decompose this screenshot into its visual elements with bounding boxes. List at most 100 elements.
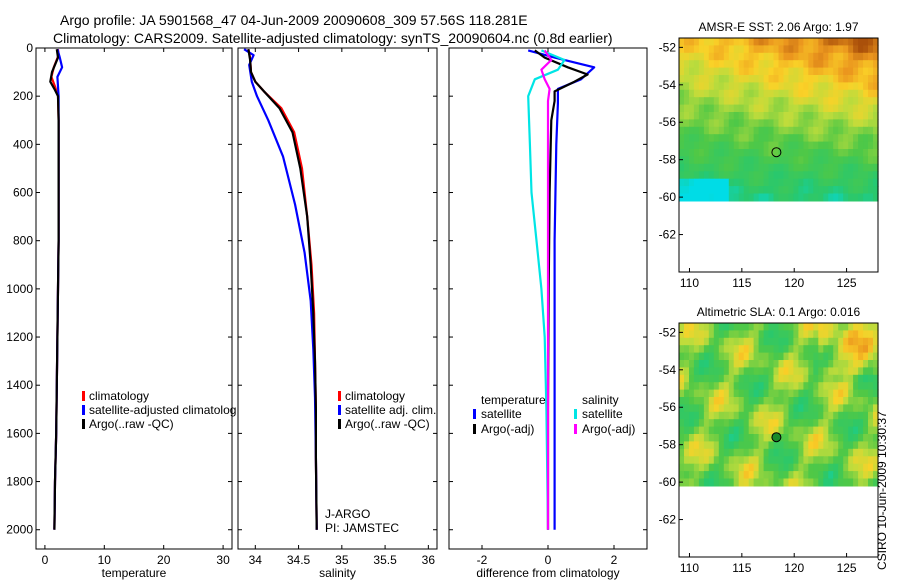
sst-cell xyxy=(853,82,859,91)
sla-cell xyxy=(818,478,824,487)
sst-cell xyxy=(833,193,839,202)
salinity-annotation: J-ARGO xyxy=(325,507,370,521)
temperature-ytick-label: 2000 xyxy=(6,523,33,537)
temperature-ytick-label: 600 xyxy=(13,186,33,200)
sst-cell xyxy=(693,97,700,106)
sst-cell xyxy=(708,52,715,61)
sla-cell xyxy=(693,426,700,435)
sst-cell xyxy=(743,60,750,69)
sla-cell xyxy=(768,434,775,442)
sst-cell xyxy=(743,67,750,76)
sst-cell xyxy=(768,186,775,195)
sst-cell xyxy=(803,38,809,46)
sla-cell xyxy=(768,411,775,420)
sla-cell xyxy=(689,419,695,428)
sst-cell xyxy=(684,89,690,98)
sla-cell xyxy=(703,397,710,405)
sla-cell xyxy=(793,478,799,487)
sst-cell xyxy=(793,193,799,202)
sst-cell xyxy=(758,97,765,106)
sst-cell xyxy=(868,186,874,195)
sst-cell xyxy=(693,163,700,172)
sst-cell xyxy=(853,52,859,61)
sst-cell xyxy=(873,75,879,83)
sla-cell xyxy=(713,419,720,428)
sst-ytick-label: -62 xyxy=(659,228,677,242)
sst-cell xyxy=(823,60,829,69)
sla-cell xyxy=(743,389,750,398)
sst-cell xyxy=(703,97,710,106)
sst-cell xyxy=(783,141,790,150)
sst-cell xyxy=(818,126,824,135)
sla-cell xyxy=(713,471,720,480)
sst-cell xyxy=(863,97,869,106)
sla-xtick-label: 110 xyxy=(680,561,699,575)
sst-cell xyxy=(798,82,804,91)
sst-cell xyxy=(738,97,745,106)
sla-cell xyxy=(773,471,780,480)
sla-cell xyxy=(763,345,770,354)
sla-cell xyxy=(703,471,710,480)
sla-cell xyxy=(873,337,879,346)
sla-cell xyxy=(848,382,854,391)
sla-cell xyxy=(753,434,760,442)
sst-cell xyxy=(728,134,735,143)
sla-cell xyxy=(848,471,854,480)
sst-cell xyxy=(853,60,859,69)
temperature-legend-swatch xyxy=(82,419,85,429)
sla-cell xyxy=(853,337,859,346)
sst-cell xyxy=(684,171,690,180)
sst-cell xyxy=(698,52,705,61)
sst-cell xyxy=(858,186,864,195)
sla-cell xyxy=(689,360,695,368)
sst-cell xyxy=(868,178,874,187)
sst-cell xyxy=(833,156,839,165)
sla-cell xyxy=(798,441,804,450)
sla-cell xyxy=(873,374,879,383)
sst-cell xyxy=(693,178,700,187)
sla-cell xyxy=(728,441,735,450)
sst-cell xyxy=(808,60,814,69)
sla-cell xyxy=(743,330,750,339)
sst-cell xyxy=(798,126,804,135)
sst-cell xyxy=(843,119,849,128)
sst-cell xyxy=(728,52,735,61)
sla-cell xyxy=(713,426,720,435)
sla-cell xyxy=(758,330,765,339)
sla-cell xyxy=(743,419,750,428)
sst-cell xyxy=(698,163,705,172)
sla-cell xyxy=(684,374,690,383)
sla-ytick-label: -60 xyxy=(659,475,677,489)
sst-cell xyxy=(828,178,834,187)
sst-cell xyxy=(843,52,849,61)
sla-cell xyxy=(798,448,804,457)
sst-cell xyxy=(679,104,685,113)
sla-cell xyxy=(684,397,690,405)
sla-cell xyxy=(808,374,814,383)
sst-cell xyxy=(728,38,735,46)
sla-cell xyxy=(818,419,824,428)
sst-cell xyxy=(848,104,854,113)
sla-cell xyxy=(708,478,715,487)
sla-cell xyxy=(848,478,854,487)
sst-cell xyxy=(773,60,780,69)
sst-cell xyxy=(823,89,829,98)
sst-cell xyxy=(853,171,859,180)
sst-cell xyxy=(723,163,730,172)
sla-cell xyxy=(753,411,760,420)
sst-cell xyxy=(768,156,775,165)
sla-cell xyxy=(818,374,824,383)
sst-cell xyxy=(708,45,715,54)
sla-cell xyxy=(803,471,809,480)
sla-cell xyxy=(788,419,795,428)
sla-cell xyxy=(788,352,795,361)
difference-series-temperature-satellite xyxy=(527,49,596,530)
sla-cell xyxy=(723,337,730,346)
sst-cell xyxy=(703,141,710,150)
sst-cell xyxy=(768,38,775,46)
sst-cell xyxy=(718,141,725,150)
sst-cell xyxy=(763,126,770,135)
sst-cell xyxy=(708,82,715,91)
sst-cell xyxy=(679,163,685,172)
sla-cell xyxy=(853,389,859,398)
